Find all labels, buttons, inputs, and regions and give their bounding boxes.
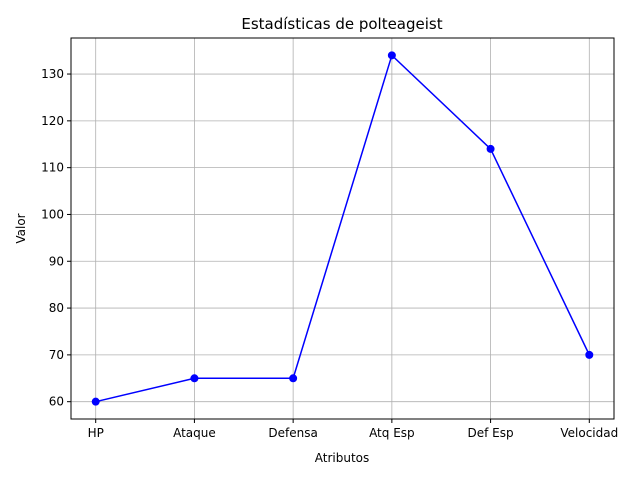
y-tick-label: 120 <box>41 114 64 128</box>
y-axis: 60 70 80 90 100 110 120 130 <box>41 67 71 409</box>
y-tick-label: 80 <box>49 301 64 315</box>
y-tick-label: 100 <box>41 207 64 221</box>
data-point <box>585 350 594 359</box>
grid <box>71 38 614 419</box>
x-axis-label: Atributos <box>315 451 370 465</box>
y-axis-label: Valor <box>14 213 28 243</box>
y-tick-label: 60 <box>49 395 64 409</box>
x-tick-label: Def Esp <box>468 426 514 440</box>
x-axis: HP Ataque Defensa Atq Esp Def Esp Velocidad <box>88 419 618 440</box>
x-tick-label: Ataque <box>173 426 216 440</box>
y-tick-label: 110 <box>41 161 64 175</box>
x-tick-label: Defensa <box>268 426 317 440</box>
y-tick-label: 70 <box>49 348 64 362</box>
x-tick-label: HP <box>88 426 104 440</box>
plot-frame <box>70 37 615 420</box>
series-line <box>95 53 590 403</box>
data-point <box>289 374 298 383</box>
data-point <box>91 397 100 406</box>
data-point <box>486 144 495 153</box>
data-point <box>387 51 396 60</box>
series-layer <box>91 51 594 406</box>
y-tick-label: 90 <box>49 254 64 268</box>
data-point <box>190 374 199 383</box>
chart-title: Estadísticas de polteageist <box>241 15 442 33</box>
x-tick-label: Atq Esp <box>369 426 415 440</box>
x-tick-label: Velocidad <box>560 426 618 440</box>
y-tick-label: 130 <box>41 67 64 81</box>
